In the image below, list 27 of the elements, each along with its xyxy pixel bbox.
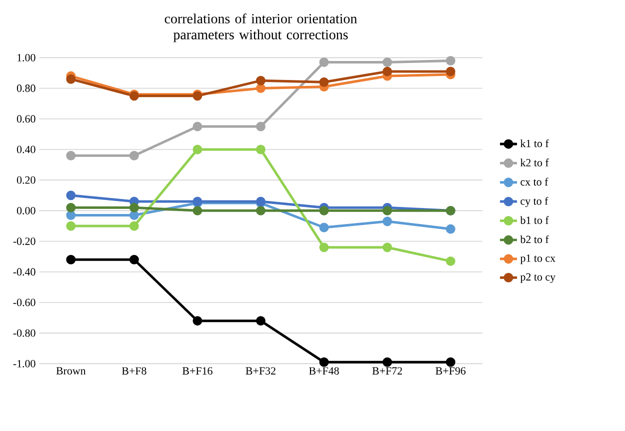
legend-label: cx to f (520, 178, 548, 186)
y-tick-label: 0.00 (16, 206, 36, 214)
y-tick-label: -1.00 (13, 360, 36, 368)
legend-label: p1 to cx (520, 254, 556, 264)
y-tick-label: 1.00 (18, 54, 36, 62)
x-tick-label: Brown (56, 367, 86, 374)
x-tick-label: B+F16 (182, 367, 212, 375)
x-tick-label: B+F48 (309, 367, 339, 375)
y-tick-label: -0.80 (13, 329, 36, 337)
legend-label: cy to f (520, 196, 548, 208)
y-tick-label: -0.40 (13, 268, 36, 276)
x-tick-label: B+F32 (246, 367, 276, 375)
x-tick-label: B+F72 (372, 367, 402, 374)
legend-label: p2 to cy (520, 273, 556, 283)
legend-label: k1 to f (520, 139, 549, 148)
x-tick-label: B+F8 (122, 367, 146, 375)
y-tick-label: 0.40 (16, 146, 36, 154)
legend-label: k2 to f (520, 158, 549, 166)
y-tick-label: -0.20 (13, 238, 36, 245)
legend-label: b1 to f (520, 216, 549, 224)
chart-title: correlations of interior orientation parameters without corrections (164, 13, 357, 42)
legend-label: b2 to f (520, 235, 549, 244)
y-tick-label: 0.60 (16, 115, 36, 123)
y-tick-label: 0.20 (16, 176, 36, 184)
y-tick-label: -0.60 (13, 298, 36, 306)
x-tick-label: B+F96 (436, 367, 466, 375)
y-tick-label: 0.80 (16, 84, 36, 92)
